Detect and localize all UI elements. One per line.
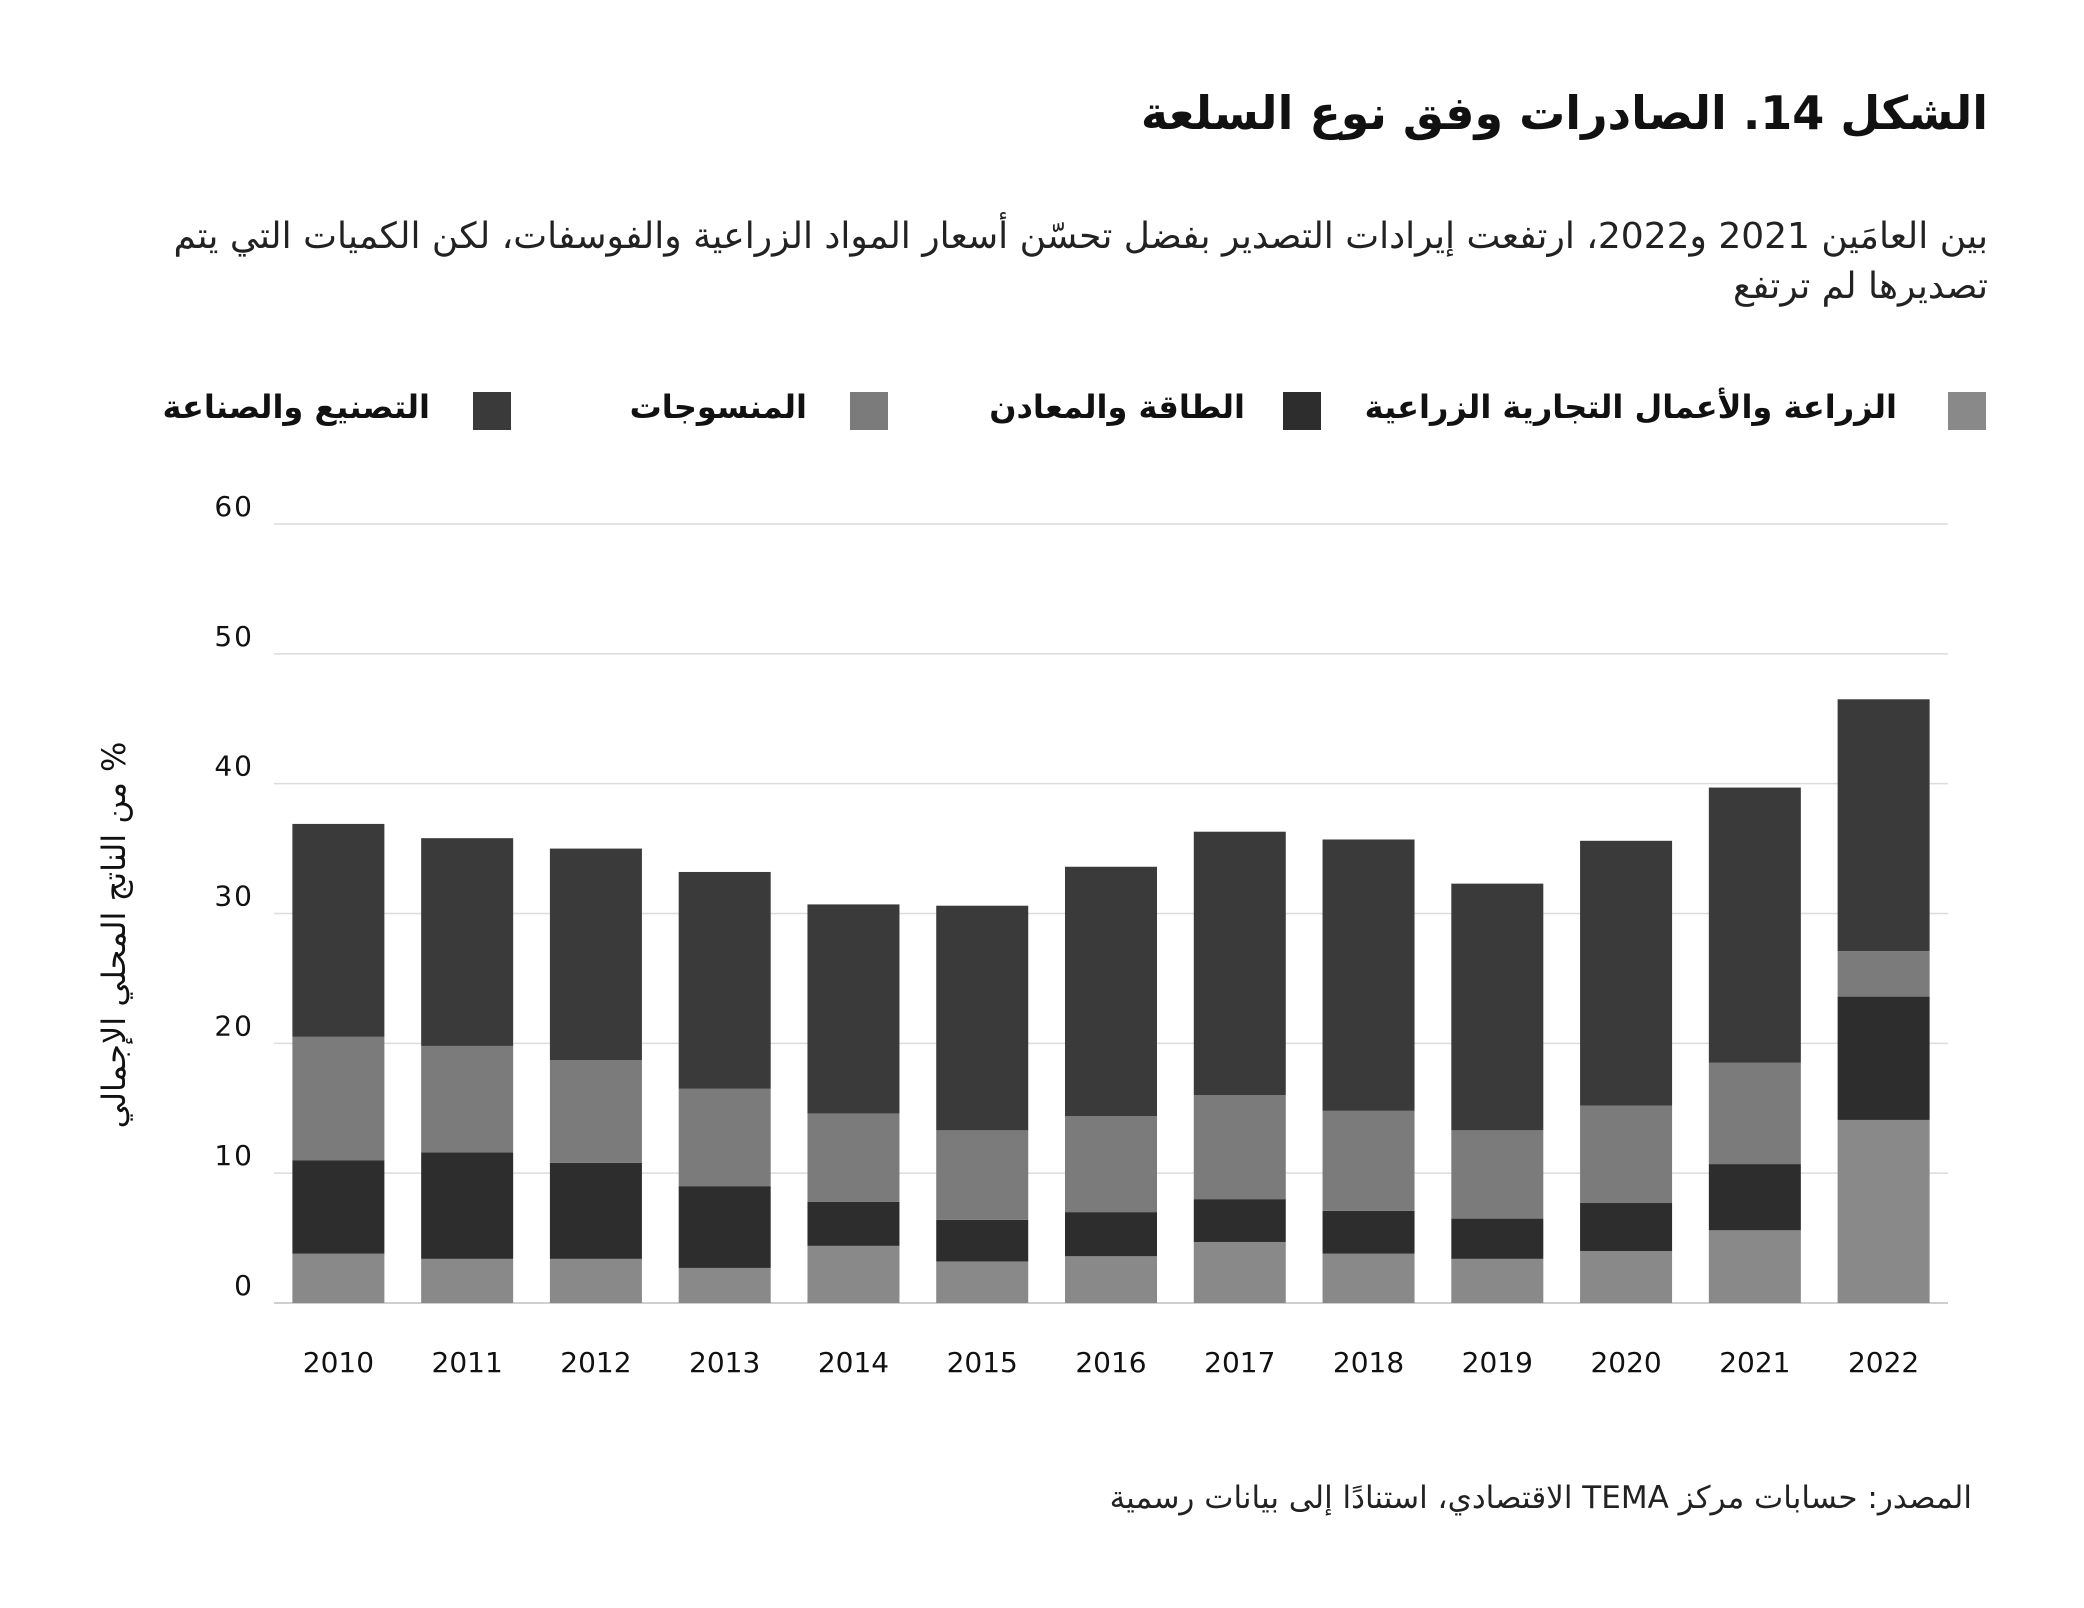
y-tick-label: 50	[214, 620, 254, 653]
bar-segment-manufacturing-2012	[549, 848, 642, 1061]
x-tick-label: 2017	[1204, 1346, 1275, 1379]
bar-segment-manufacturing-2017	[1193, 831, 1286, 1096]
chart-subtitle: بين العامَين 2021 و2022، ارتفعت إيرادات …	[173, 216, 1988, 307]
x-tick-label: 2014	[818, 1346, 889, 1379]
bar-segment-agriculture-2021	[1708, 1230, 1801, 1303]
bar-segment-energy-2012	[549, 1162, 642, 1259]
bar-segment-energy-2021	[1708, 1164, 1801, 1231]
bar-segment-manufacturing-2011	[421, 838, 514, 1046]
bar-segment-textiles-2017	[1193, 1095, 1286, 1200]
bar-segment-textiles-2020	[1580, 1105, 1673, 1204]
bar-segment-manufacturing-2013	[678, 871, 771, 1089]
bar-segment-agriculture-2011	[421, 1258, 514, 1303]
x-tick-label: 2020	[1590, 1346, 1661, 1379]
legend-swatch-manufacturing	[473, 392, 511, 430]
legend-label-textiles: المنسوجات	[629, 388, 807, 426]
bar-segment-manufacturing-2018	[1322, 839, 1415, 1111]
bar-segment-agriculture-2016	[1065, 1256, 1157, 1303]
x-tick-label: 2010	[303, 1346, 374, 1379]
bar-segment-textiles-2014	[807, 1113, 900, 1202]
bar-segment-agriculture-2022	[1837, 1119, 1930, 1303]
bar-segment-textiles-2021	[1708, 1062, 1801, 1165]
x-tick-label: 2011	[432, 1346, 503, 1379]
bar-segment-energy-2019	[1451, 1218, 1544, 1259]
x-tick-label: 2021	[1719, 1346, 1790, 1379]
bar-segment-agriculture-2017	[1193, 1241, 1286, 1303]
bar-segment-manufacturing-2019	[1451, 883, 1544, 1131]
bar-segment-energy-2015	[936, 1219, 1029, 1262]
bar-segment-agriculture-2010	[292, 1253, 385, 1303]
bar-segment-manufacturing-2022	[1837, 699, 1930, 952]
x-tick-label: 2012	[560, 1346, 631, 1379]
bar-segment-manufacturing-2020	[1580, 840, 1673, 1106]
bar-segment-manufacturing-2015	[936, 905, 1029, 1131]
y-tick-label: 60	[214, 490, 254, 523]
bar-segment-energy-2020	[1580, 1203, 1673, 1252]
bar-segment-textiles-2015	[936, 1130, 1029, 1220]
bar-segment-textiles-2018	[1322, 1110, 1415, 1211]
x-tick-label: 2018	[1333, 1346, 1404, 1379]
source-note: المصدر: حسابات مركز TEMA الاقتصادي، استن…	[1109, 1480, 1972, 1516]
bar-segment-textiles-2011	[421, 1045, 514, 1153]
x-tick-label: 2019	[1462, 1346, 1533, 1379]
chart-title: الشكل 14. الصادرات وفق نوع السلعة	[1140, 86, 1988, 140]
bar-segment-textiles-2022	[1837, 951, 1930, 997]
bar-segment-textiles-2013	[678, 1088, 771, 1187]
x-tick-label: 2015	[947, 1346, 1018, 1379]
y-tick-label: 30	[214, 880, 254, 913]
bar-segment-energy-2017	[1193, 1199, 1286, 1242]
bar-segment-agriculture-2012	[549, 1258, 642, 1303]
legend-label-agriculture: الزراعة والأعمال التجارية الزراعية	[1364, 388, 1897, 426]
bar-segment-energy-2013	[678, 1186, 771, 1268]
bar-segment-energy-2010	[292, 1160, 385, 1254]
bar-segment-energy-2011	[421, 1152, 514, 1259]
bar-segment-textiles-2012	[549, 1060, 642, 1163]
legend-label-manufacturing: التصنيع والصناعة	[162, 388, 430, 426]
bar-segment-energy-2018	[1322, 1210, 1415, 1254]
y-tick-label: 20	[214, 1009, 254, 1042]
bar-segment-manufacturing-2021	[1708, 787, 1801, 1063]
bar-segment-textiles-2019	[1451, 1130, 1544, 1219]
legend-label-energy: الطاقة والمعادن	[989, 388, 1245, 426]
bar-segment-agriculture-2020	[1580, 1251, 1673, 1303]
legend-swatch-agriculture	[1948, 392, 1986, 430]
x-tick-label: 2016	[1075, 1346, 1146, 1379]
bar-segment-agriculture-2015	[936, 1261, 1029, 1303]
legend-swatch-textiles	[850, 392, 888, 430]
x-tick-label: 2013	[689, 1346, 760, 1379]
y-tick-label: 0	[234, 1269, 254, 1302]
bar-segment-agriculture-2014	[807, 1245, 900, 1303]
bar-segment-energy-2014	[807, 1201, 900, 1246]
bar-segment-agriculture-2013	[678, 1267, 771, 1303]
bar-segment-manufacturing-2014	[807, 904, 900, 1114]
bar-segment-agriculture-2018	[1322, 1253, 1415, 1303]
bar-segment-agriculture-2019	[1451, 1258, 1544, 1303]
y-tick-label: 40	[214, 750, 254, 783]
bar-segment-textiles-2016	[1065, 1116, 1157, 1213]
bar-segment-manufacturing-2016	[1065, 866, 1157, 1117]
y-tick-label: 10	[214, 1139, 254, 1172]
x-tick-label: 2022	[1848, 1346, 1919, 1379]
bar-segment-energy-2016	[1065, 1212, 1157, 1257]
bar-segment-energy-2022	[1837, 996, 1930, 1120]
bar-segment-manufacturing-2010	[292, 823, 385, 1037]
legend-swatch-energy	[1283, 392, 1321, 430]
bar-segment-textiles-2010	[292, 1036, 385, 1161]
